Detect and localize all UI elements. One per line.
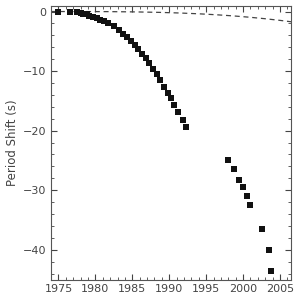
Point — [226, 158, 231, 163]
Point — [84, 12, 89, 17]
Point — [78, 11, 83, 15]
Point — [125, 35, 130, 40]
Point — [172, 103, 177, 107]
Point — [121, 31, 126, 36]
Point — [165, 91, 170, 95]
Point — [269, 268, 274, 273]
Point — [168, 96, 173, 101]
Point — [98, 17, 102, 22]
Point — [112, 24, 116, 29]
Point — [241, 185, 245, 190]
Point — [176, 110, 181, 115]
Point — [91, 14, 96, 19]
Point — [56, 9, 61, 14]
Point — [180, 117, 185, 122]
Point — [244, 194, 249, 199]
Point — [147, 61, 152, 66]
Point — [80, 11, 85, 16]
Point — [158, 78, 163, 83]
Point — [102, 19, 107, 24]
Point — [140, 51, 144, 56]
Point — [248, 202, 253, 207]
Point — [136, 46, 141, 51]
Point — [143, 56, 148, 61]
Point — [154, 72, 159, 77]
Point — [67, 9, 72, 14]
Point — [162, 84, 167, 89]
Y-axis label: Period Shift (s): Period Shift (s) — [6, 99, 19, 186]
Point — [94, 16, 99, 20]
Point — [132, 43, 137, 47]
Point — [128, 39, 133, 44]
Point — [232, 167, 237, 172]
Point — [74, 10, 79, 15]
Point — [184, 125, 189, 130]
Point — [267, 248, 272, 252]
Point — [106, 21, 110, 26]
Point — [237, 177, 242, 182]
Point — [117, 28, 122, 32]
Point — [87, 13, 92, 18]
Point — [259, 226, 264, 231]
Point — [151, 66, 155, 71]
